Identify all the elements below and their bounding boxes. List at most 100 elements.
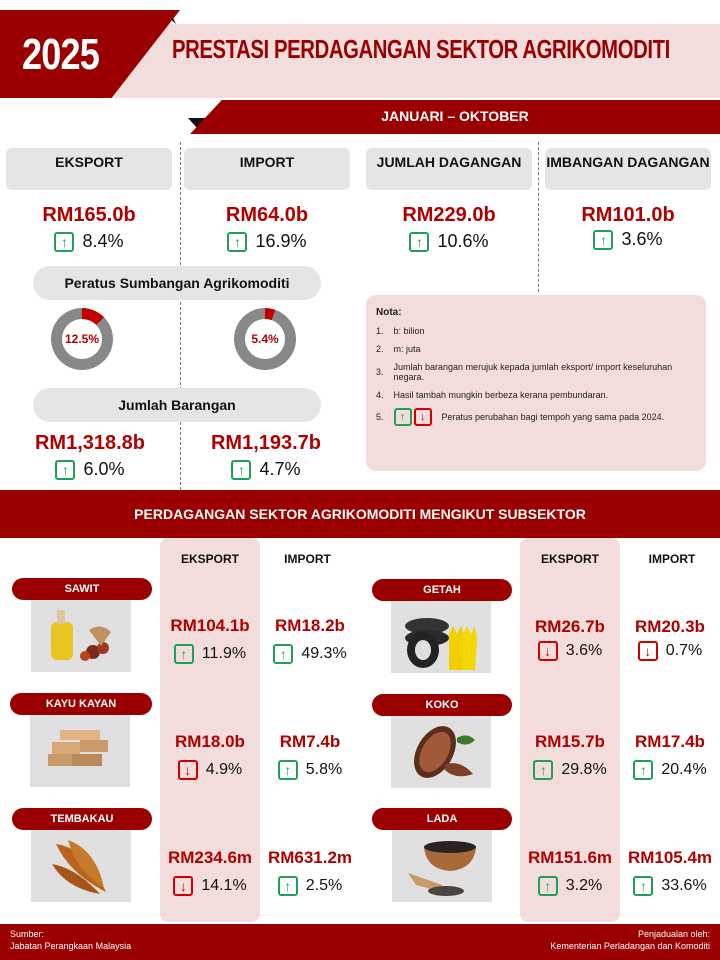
divider	[538, 142, 539, 292]
year-label: 2025	[22, 30, 100, 79]
card-eksport-pct: 8.4%	[82, 231, 124, 251]
card-import: IMPORT RM64.0b ↑ 16.9%	[184, 148, 350, 252]
card-jumlah-pct: 10.6%	[437, 231, 489, 251]
barangan-import-pct: 4.7%	[259, 459, 301, 479]
card-imbangan-pct: 3.6%	[621, 229, 663, 249]
col-import-header: IMPORT	[284, 552, 331, 566]
subsektor-kayu-kayan: KAYU KAYAN	[10, 693, 152, 787]
card-eksport-value: RM165.0b	[42, 204, 136, 226]
arrow-up-icon: ↑	[231, 459, 252, 480]
koko-import: RM17.4b ↑ 20.4%	[633, 732, 707, 780]
arrow-down-icon: ↓	[537, 641, 558, 661]
cocoa-pod-icon	[391, 716, 491, 788]
lada-eksport: RM151.6m ↑ 3.2%	[527, 848, 613, 896]
koko-eksport: RM15.7b ↑ 29.8%	[533, 732, 607, 780]
timber-icon	[30, 715, 130, 787]
arrow-up-icon: ↑	[55, 459, 76, 480]
palm-oil-icon	[31, 600, 131, 672]
tembakau-import: RM631.2m ↑ 2.5%	[267, 848, 353, 896]
barangan-eksport-pct: 6.0%	[83, 459, 125, 479]
arrow-up-icon: ↑	[537, 876, 558, 896]
footer: Sumber: Jabatan Perangkaan Malaysia Penj…	[0, 924, 720, 960]
arrow-up-icon: ↑	[593, 229, 614, 250]
period-label: JANUARI – OKTOBER	[381, 108, 529, 124]
card-jumlah-value: RM229.0b	[402, 204, 496, 226]
arrow-up-icon: ↑	[54, 231, 75, 252]
nota-item: 1. b: bilion	[376, 326, 425, 336]
jumlah-barangan-pill: Jumlah Barangan	[33, 388, 321, 422]
donut-import-label: 5.4%	[245, 319, 285, 359]
rubber-tyre-icon	[391, 601, 491, 673]
nota-item: 2. m: juta	[376, 344, 421, 354]
arrow-up-icon: ↑	[277, 760, 298, 780]
donut-eksport: 12.5%	[51, 308, 113, 370]
nota-item: 5. ↑ ↓ Peratus perubahan bagi tempoh yang s…	[376, 408, 696, 426]
card-jumlah-dagangan: JUMLAH DAGANGAN RM229.0b ↑ 10.6%	[366, 148, 532, 252]
getah-import: RM20.3b ↓ 0.7%	[635, 617, 705, 661]
arrow-down-icon: ↓	[177, 760, 198, 780]
divider	[180, 142, 181, 490]
arrow-down-icon: ↓	[413, 408, 432, 426]
arrow-up-icon: ↑	[633, 876, 654, 896]
arrow-up-icon: ↑	[409, 231, 430, 252]
subsektor-name: GETAH	[372, 579, 512, 601]
barangan-import: RM1,193.7b ↑ 4.7%	[186, 432, 346, 480]
card-eksport-label: EKSPORT	[6, 148, 172, 190]
barangan-eksport: RM1,318.8b ↑ 6.0%	[10, 432, 170, 480]
period-band	[190, 100, 720, 134]
col-eksport-bg-left	[160, 538, 260, 922]
getah-eksport: RM26.7b ↓ 3.6%	[535, 617, 605, 661]
card-imbangan-value: RM101.0b	[581, 204, 675, 226]
subsektor-name: SAWIT	[12, 578, 152, 600]
donut-import: 5.4%	[234, 308, 296, 370]
subsektor-koko: KOKO	[372, 694, 512, 788]
nota-title: Nota:	[376, 307, 402, 318]
subsektor-tembakau: TEMBAKAU	[12, 808, 152, 902]
sawit-eksport: RM104.1b ↑ 11.9%	[170, 616, 250, 664]
arrow-up-icon: ↑	[227, 231, 248, 252]
subsektor-lada: LADA	[372, 808, 512, 902]
col-import-header: IMPORT	[648, 552, 696, 566]
subsektor-sawit: SAWIT	[12, 578, 152, 672]
card-imbangan-dagangan: IMBANGAN DAGANGAN RM101.0b ↑ 3.6%	[545, 148, 711, 250]
footer-credit: Penjadualan oleh: Kementerian Perladanga…	[550, 929, 710, 951]
arrow-up-icon: ↑	[533, 760, 554, 780]
barangan-import-value: RM1,193.7b	[210, 432, 322, 454]
arrow-up-icon: ↑	[633, 760, 654, 780]
arrow-up-icon: ↑	[277, 876, 298, 896]
subsektor-getah: GETAH	[372, 579, 512, 673]
col-eksport-bg-right	[520, 538, 620, 922]
col-eksport-header: EKSPORT	[180, 552, 239, 566]
arrow-up-icon: ↑	[273, 644, 294, 664]
sumbangan-pill: Peratus Sumbangan Agrikomoditi	[33, 266, 321, 300]
barangan-eksport-value: RM1,318.8b	[34, 432, 146, 454]
subsektor-name: LADA	[372, 808, 512, 830]
subsektor-name: TEMBAKAU	[12, 808, 152, 830]
col-eksport-header: EKSPORT	[540, 552, 599, 566]
pepper-bowl-icon	[392, 830, 492, 902]
lada-import: RM105.4m ↑ 33.6%	[627, 848, 713, 896]
subsektor-title: PERDAGANGAN SEKTOR AGRIKOMODITI MENGIKUT…	[0, 490, 720, 538]
card-import-value: RM64.0b	[225, 204, 309, 226]
card-imbangan-label: IMBANGAN DAGANGAN	[545, 148, 711, 190]
page-title: PRESTASI PERDAGANGAN SEKTOR AGRIKOMODITI	[172, 34, 670, 64]
donut-eksport-label: 12.5%	[62, 319, 102, 359]
card-eksport: EKSPORT RM165.0b ↑ 8.4%	[6, 148, 172, 252]
nota-item: 3. Jumlah barangan merujuk kepada jumlah …	[376, 362, 673, 382]
tobacco-leaf-icon	[31, 830, 131, 902]
card-import-pct: 16.9%	[255, 231, 307, 251]
card-import-label: IMPORT	[184, 148, 350, 190]
arrow-down-icon: ↓	[637, 641, 658, 661]
kayu-kayan-import: RM7.4b ↑ 5.8%	[277, 732, 343, 780]
arrow-up-icon: ↑	[173, 644, 194, 664]
kayu-kayan-eksport: RM18.0b ↓ 4.9%	[175, 732, 245, 780]
sawit-import: RM18.2b ↑ 49.3%	[273, 616, 347, 664]
card-jumlah-label: JUMLAH DAGANGAN	[366, 148, 532, 190]
nota-item: 4. Hasil tambah mungkin berbeza kerana pe…	[376, 390, 609, 400]
arrow-down-icon: ↓	[173, 876, 194, 896]
footer-source: Sumber: Jabatan Perangkaan Malaysia	[10, 929, 132, 951]
subsektor-name: KAYU KAYAN	[10, 693, 152, 715]
arrow-up-icon: ↑	[393, 408, 412, 426]
tembakau-eksport: RM234.6m ↓ 14.1%	[167, 848, 253, 896]
nota-box: Nota: 1. b: bilion 2. m: juta 3. Jumlah bar…	[366, 295, 706, 471]
